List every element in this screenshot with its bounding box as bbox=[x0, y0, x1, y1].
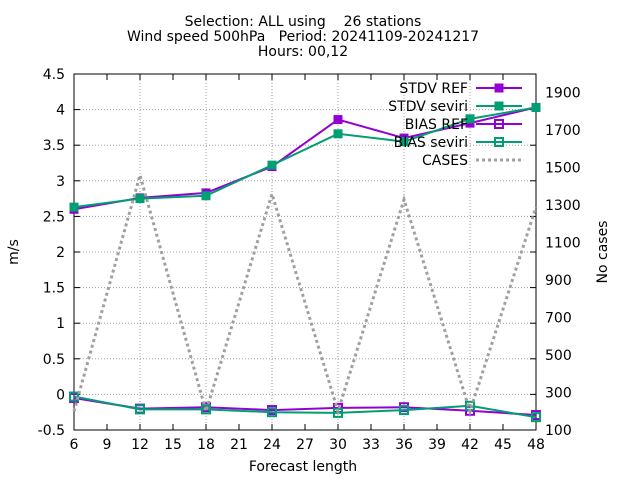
x-tick-label: 48 bbox=[527, 437, 545, 453]
data-point-bias-seviri bbox=[399, 405, 409, 416]
chart-title-line-1: Selection: ALL using 26 stations bbox=[185, 14, 422, 30]
y-tick-label: 3.5 bbox=[43, 138, 65, 154]
x-tick-label: 12 bbox=[131, 437, 149, 453]
x-tick-label: 30 bbox=[329, 437, 347, 453]
series-line-stdv-ref bbox=[73, 106, 537, 211]
series-line-stdv-seviri bbox=[73, 106, 537, 209]
y-tick-label: 4.5 bbox=[43, 67, 65, 83]
legend-label: STDV seviri bbox=[388, 99, 468, 115]
x-tick-label: 24 bbox=[263, 437, 281, 453]
data-point-stdv-seviri bbox=[465, 114, 475, 124]
chart-title-line-3: Hours: 00,12 bbox=[258, 44, 348, 60]
x-tick-label: 45 bbox=[494, 437, 512, 453]
series-line-bias-seviri bbox=[73, 395, 537, 419]
data-point-stdv-seviri bbox=[135, 194, 145, 204]
chart-title-line-2: Wind speed 500hPa Period: 20241109-20241… bbox=[127, 29, 479, 45]
data-point-stdv-seviri bbox=[267, 160, 277, 170]
data-point-bias-seviri bbox=[531, 412, 541, 423]
legend-label: BIAS REF bbox=[405, 117, 468, 133]
y2-tick-label: 900 bbox=[545, 273, 572, 289]
y-tick-label: 2.5 bbox=[43, 209, 65, 225]
y-tick-label: 1.5 bbox=[43, 281, 65, 297]
y-tick-label: 3 bbox=[56, 174, 65, 190]
y2-axis-label: No cases bbox=[595, 221, 611, 284]
y-tick-label: 0.5 bbox=[43, 352, 65, 368]
y-tick-label: 2 bbox=[56, 245, 65, 261]
y2-tick-label: 500 bbox=[545, 348, 572, 364]
data-point-stdv-seviri bbox=[333, 129, 343, 139]
y2-tick-label: 700 bbox=[545, 311, 572, 327]
data-point-bias-seviri bbox=[69, 391, 79, 402]
y-tick-label: 1 bbox=[56, 316, 65, 332]
y2-tick-label: 100 bbox=[545, 423, 572, 439]
x-tick-label: 42 bbox=[461, 437, 479, 453]
x-tick-label: 18 bbox=[197, 437, 215, 453]
legend-label: BIAS seviri bbox=[394, 135, 468, 151]
legend-marker bbox=[494, 83, 504, 93]
legend-marker bbox=[494, 137, 504, 147]
series-line-cases bbox=[72, 169, 538, 417]
data-point-stdv-seviri bbox=[69, 202, 79, 212]
x-tick-label: 27 bbox=[296, 437, 314, 453]
x-axis-label: Forecast length bbox=[249, 459, 357, 475]
y-axis-label: m/s bbox=[6, 239, 22, 265]
data-point-stdv-seviri bbox=[399, 137, 409, 147]
y2-tick-label: 1100 bbox=[545, 236, 581, 252]
data-point-bias-seviri bbox=[135, 404, 145, 415]
data-point-stdv-ref bbox=[333, 115, 343, 125]
y-tick-label: -0.5 bbox=[38, 423, 65, 439]
x-tick-label: 15 bbox=[164, 437, 182, 453]
y2-tick-label: 1500 bbox=[545, 161, 581, 177]
x-tick-label: 39 bbox=[428, 437, 446, 453]
y2-tick-label: 300 bbox=[545, 386, 572, 402]
y-tick-label: 0 bbox=[56, 387, 65, 403]
y2-tick-label: 1700 bbox=[545, 123, 581, 139]
y-tick-label: 4 bbox=[56, 103, 65, 119]
data-point-bias-seviri bbox=[201, 404, 211, 415]
data-point-bias-seviri bbox=[267, 407, 277, 418]
data-point-stdv-seviri bbox=[531, 102, 541, 112]
legend-label: STDV REF bbox=[399, 81, 468, 97]
x-tick-label: 21 bbox=[230, 437, 248, 453]
x-tick-label: 36 bbox=[395, 437, 413, 453]
data-point-stdv-seviri bbox=[201, 191, 211, 201]
y2-tick-label: 1300 bbox=[545, 198, 581, 214]
y2-tick-label: 1900 bbox=[545, 86, 581, 102]
x-tick-label: 6 bbox=[70, 437, 79, 453]
legend-marker bbox=[494, 101, 504, 111]
x-tick-label: 9 bbox=[103, 437, 112, 453]
legend-marker bbox=[494, 119, 504, 129]
x-tick-label: 33 bbox=[362, 437, 380, 453]
legend-label: CASES bbox=[422, 153, 468, 169]
